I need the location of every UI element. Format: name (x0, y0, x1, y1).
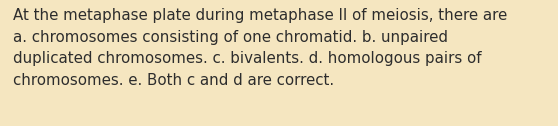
Text: At the metaphase plate during metaphase II of meiosis, there are
a. chromosomes : At the metaphase plate during metaphase … (13, 8, 507, 88)
